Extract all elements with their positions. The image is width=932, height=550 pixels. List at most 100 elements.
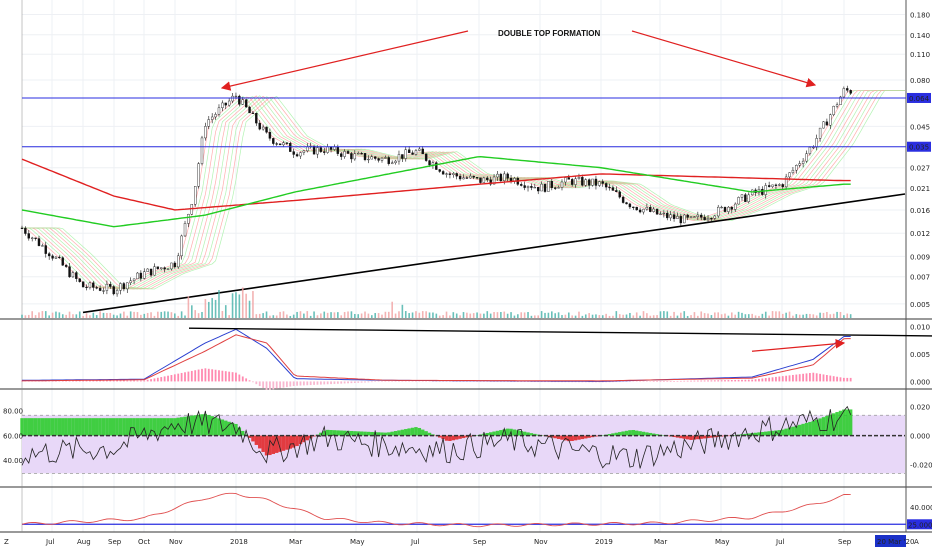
macd-histogram-bar — [720, 380, 723, 382]
candle-body — [139, 272, 143, 279]
candle-body — [642, 208, 645, 213]
volume-bar — [605, 313, 607, 318]
volume-bar — [632, 315, 635, 318]
candle-body — [570, 179, 574, 185]
macd-histogram-bar — [775, 376, 777, 382]
auto-scale-toggle[interactable]: A — [914, 538, 919, 546]
oscillator-histogram-bar — [781, 429, 785, 436]
macd-histogram-bar — [286, 381, 288, 388]
volume-bar — [72, 314, 74, 318]
oscillator-histogram-bar — [264, 435, 269, 456]
candle-body — [469, 175, 472, 179]
volume-bar — [466, 312, 468, 318]
oscillator-histogram-bar — [550, 435, 554, 438]
macd-histogram-bar — [381, 381, 383, 382]
volume-bar — [214, 299, 217, 318]
volume-bar — [238, 294, 241, 318]
oscillator-histogram-bar — [842, 409, 846, 436]
macd-histogram-bar — [578, 381, 580, 383]
candle-body — [574, 178, 577, 185]
volume-bar — [612, 315, 614, 318]
volume-bar — [207, 301, 210, 318]
oscillator-histogram-bar — [298, 435, 303, 445]
macd-histogram-bar — [265, 381, 268, 390]
oscillator-histogram-bar — [101, 418, 106, 436]
macd-trendline[interactable] — [188, 327, 932, 337]
oscillator-histogram-bar — [387, 432, 391, 436]
volume-bar — [697, 315, 699, 318]
oscillator-histogram-bar — [461, 435, 466, 439]
macd-histogram-bar — [649, 381, 652, 382]
macd-histogram-bar — [119, 380, 122, 382]
volume-bar — [479, 313, 482, 318]
macd-histogram-bar — [272, 381, 275, 390]
adx-panel[interactable]: 40.000 25.000 — [21, 492, 932, 530]
candle-body — [275, 143, 278, 145]
oscillator-panel[interactable]: 80.00 60.00 40.00 0.020 0.000 -0.020 — [3, 404, 932, 474]
macd-histogram-bar — [262, 381, 265, 389]
price-panel[interactable]: 0.064 0.035 — [20, 30, 931, 318]
oscillator-histogram-bar — [438, 435, 442, 438]
candle-body — [615, 190, 618, 192]
volume-bar — [639, 315, 641, 318]
candle-body — [323, 151, 326, 153]
macd-histogram-bar — [68, 380, 71, 382]
volume-bar — [337, 312, 339, 318]
volume-bar — [642, 311, 645, 318]
volume-bar — [710, 315, 713, 318]
macd-histogram-bar — [747, 379, 750, 382]
candle-body — [560, 181, 564, 188]
support-trendline[interactable] — [82, 193, 906, 314]
candle-body — [730, 206, 733, 210]
macd-histogram-bar — [584, 381, 587, 383]
x-tick-label: Aug — [77, 538, 91, 546]
candle-body — [394, 160, 397, 164]
volume-bar — [34, 315, 37, 318]
oscillator-histogram-bar — [706, 435, 710, 439]
oscillator-histogram-bar — [251, 435, 255, 442]
macd-histogram-bar — [319, 381, 322, 385]
oscillator-histogram-bar — [614, 432, 619, 436]
volume-bar — [771, 311, 774, 318]
macd-histogram-bar — [510, 381, 512, 382]
macd-panel[interactable]: 0.010 0.005 0.000 — [21, 324, 932, 390]
volume-bar — [387, 311, 390, 318]
volume-bar — [720, 314, 723, 318]
oscillator-histogram-bar — [193, 415, 197, 436]
candle-body — [401, 154, 404, 159]
oscillator-histogram-bar — [132, 418, 136, 436]
volume-bar — [815, 315, 818, 318]
oscillator-histogram-bar — [784, 428, 788, 436]
oscillator-histogram-bar — [448, 435, 452, 441]
macd-histogram-bar — [819, 373, 821, 382]
volume-bar — [513, 315, 516, 318]
timezone-toggle[interactable]: Z — [4, 538, 9, 546]
candle-body — [316, 147, 319, 155]
candle-body — [163, 267, 166, 270]
volume-bar — [673, 311, 675, 318]
candle-body — [136, 272, 139, 280]
volume-bar — [686, 315, 689, 318]
macd-histogram-bar — [635, 381, 638, 382]
macd-histogram-bar — [330, 381, 332, 385]
price-y-tick: 0.007 — [910, 274, 930, 282]
oscillator-histogram-bar — [427, 432, 432, 436]
macd-signal-line — [21, 334, 851, 382]
price-y-tick: 0.021 — [910, 185, 930, 193]
macd-histogram-bar — [367, 381, 370, 383]
candle-body — [173, 262, 177, 268]
oscillator-histogram-bar — [220, 419, 225, 436]
volume-bar — [717, 312, 720, 318]
candle-body — [778, 184, 781, 186]
macd-histogram-bar — [815, 373, 818, 382]
macd-histogram-bar — [336, 381, 339, 384]
x-tick-label: Sep — [473, 538, 487, 546]
macd-histogram-bar — [608, 381, 611, 383]
macd-histogram-bar — [758, 378, 760, 382]
candle-body — [156, 266, 160, 269]
candle-body — [170, 262, 173, 270]
candle-body — [204, 126, 207, 139]
volume-bar — [194, 310, 197, 318]
macd-histogram-bar — [662, 381, 665, 382]
